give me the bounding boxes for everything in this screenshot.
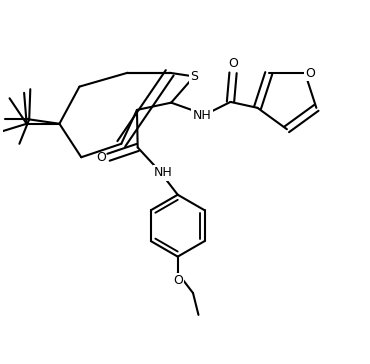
Text: O: O: [228, 57, 238, 70]
Text: O: O: [173, 274, 183, 287]
Text: NH: NH: [154, 166, 172, 179]
Text: O: O: [96, 151, 106, 164]
Text: O: O: [306, 67, 316, 80]
Text: NH: NH: [193, 109, 212, 122]
Text: S: S: [190, 70, 198, 83]
